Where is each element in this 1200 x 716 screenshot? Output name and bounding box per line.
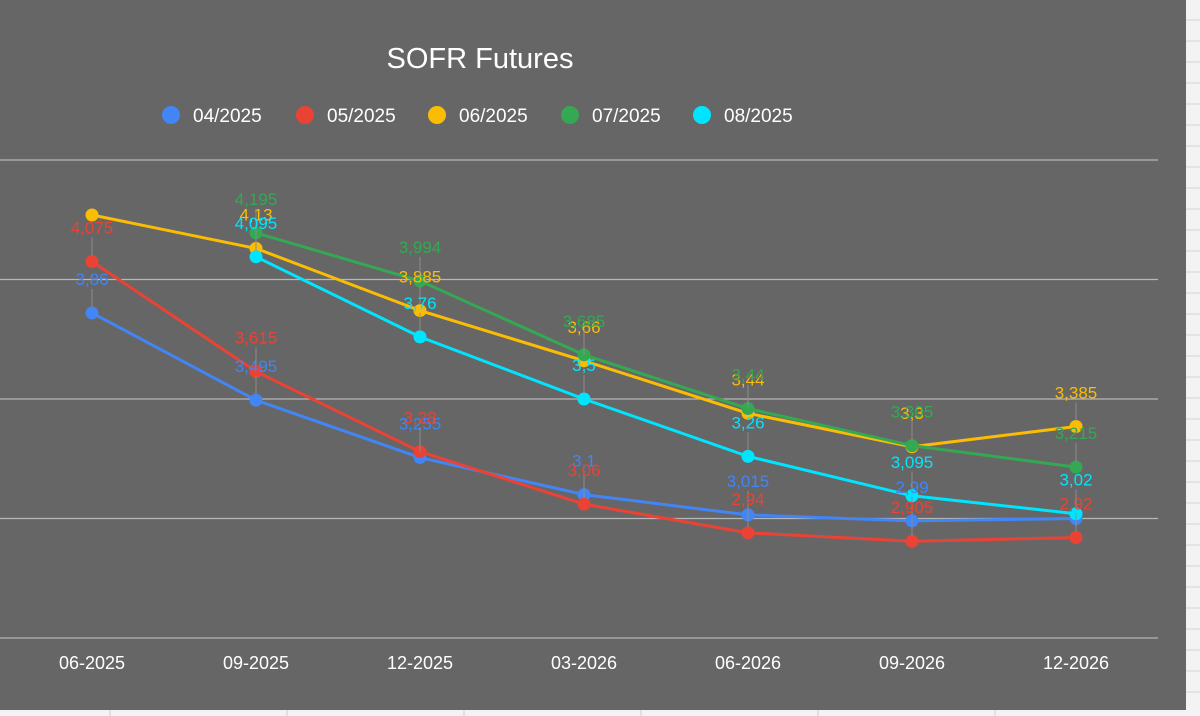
data-label: 3,28 [403, 409, 436, 428]
data-point[interactable] [413, 304, 427, 318]
sheet-gridlines [109, 19, 1200, 716]
data-label: 3,02 [1059, 471, 1092, 490]
data-label: 3,305 [891, 403, 934, 422]
series-line [255, 255, 1077, 516]
data-point[interactable] [905, 439, 919, 453]
x-tick-label: 03-2026 [551, 653, 617, 673]
data-point[interactable] [577, 497, 591, 511]
legend-marker [561, 106, 579, 124]
legend-label: 08/2025 [724, 106, 793, 127]
data-label: 3,76 [403, 294, 436, 313]
x-tick-label: 12-2026 [1043, 653, 1109, 673]
chart-title: SOFR Futures [387, 43, 574, 75]
data-point[interactable] [741, 402, 755, 416]
data-label: 3,994 [399, 238, 442, 257]
data-label: 3,1 [572, 452, 596, 471]
data-point[interactable] [413, 274, 427, 288]
data-point[interactable] [905, 489, 919, 503]
data-label: 3,215 [1055, 424, 1098, 443]
data-point[interactable] [741, 449, 755, 463]
data-label: 3,495 [235, 357, 278, 376]
x-tick-label: 06-2026 [715, 653, 781, 673]
data-label: 3,385 [1055, 383, 1098, 402]
data-point[interactable] [1069, 419, 1083, 433]
legend-marker [693, 106, 711, 124]
series [249, 226, 1083, 474]
legend-marker [296, 106, 314, 124]
data-point[interactable] [85, 306, 99, 320]
data-point[interactable] [577, 348, 591, 362]
data-label: 4,095 [235, 214, 278, 233]
data-point[interactable] [249, 365, 263, 379]
legend-label: 07/2025 [592, 106, 661, 127]
data-label: 3,095 [891, 453, 934, 472]
data-point[interactable] [85, 208, 99, 222]
data-label: 3,44 [731, 370, 764, 389]
data-point[interactable] [413, 445, 427, 459]
legend-marker [428, 106, 446, 124]
data-label: 3,615 [235, 329, 278, 348]
legend-item[interactable]: 08/2025 [693, 106, 793, 127]
data-point[interactable] [413, 330, 427, 344]
legend-item[interactable]: 06/2025 [428, 106, 528, 127]
series [85, 255, 1083, 548]
series-group [85, 208, 1083, 548]
data-point[interactable] [741, 526, 755, 540]
data-label: 3,885 [399, 268, 442, 287]
data-label: 3,255 [399, 415, 442, 434]
x-tick-label: 09-2026 [879, 653, 945, 673]
data-label: 3,86 [75, 270, 108, 289]
data-point[interactable] [249, 393, 263, 407]
data-label: 3,66 [567, 318, 600, 337]
data-label: 4,075 [71, 219, 114, 238]
x-axis-ticks: 06-2025 09-2025 12-2025 03-2026 06-2026 09-20… [59, 653, 1109, 673]
data-label: 4,195 [235, 190, 278, 209]
data-point[interactable] [1069, 531, 1083, 545]
data-point[interactable] [905, 534, 919, 548]
x-tick-label: 06-2025 [59, 653, 125, 673]
data-label: 3,06 [567, 461, 600, 480]
data-point[interactable] [85, 255, 99, 269]
data-label: 3,015 [727, 472, 770, 491]
data-label: 2,905 [891, 498, 934, 517]
legend-item[interactable]: 04/2025 [162, 106, 262, 127]
sheet-edge-bottom [0, 710, 1200, 716]
legend-label: 06/2025 [459, 106, 528, 127]
data-point[interactable] [1069, 460, 1083, 474]
sheet-edge-right [1186, 0, 1200, 716]
legend-label: 05/2025 [327, 106, 396, 127]
legend: 04/2025 05/2025 06/2025 07/2025 08/2025 [162, 106, 793, 127]
data-label: 2,94 [731, 490, 764, 509]
data-label: 3,5 [572, 356, 596, 375]
data-label: 3,44 [731, 366, 764, 385]
legend-item[interactable]: 07/2025 [561, 106, 661, 127]
data-label: 3,685 [563, 312, 606, 331]
legend-label: 04/2025 [193, 106, 262, 127]
x-tick-label: 12-2025 [387, 653, 453, 673]
legend-marker [162, 106, 180, 124]
data-label: 3,26 [731, 413, 764, 432]
data-point[interactable] [577, 392, 591, 406]
data-label: 3,3 [900, 404, 924, 423]
data-point[interactable] [249, 250, 263, 264]
series-line [255, 231, 1077, 469]
x-tick-label: 09-2025 [223, 653, 289, 673]
legend-item[interactable]: 05/2025 [296, 106, 396, 127]
